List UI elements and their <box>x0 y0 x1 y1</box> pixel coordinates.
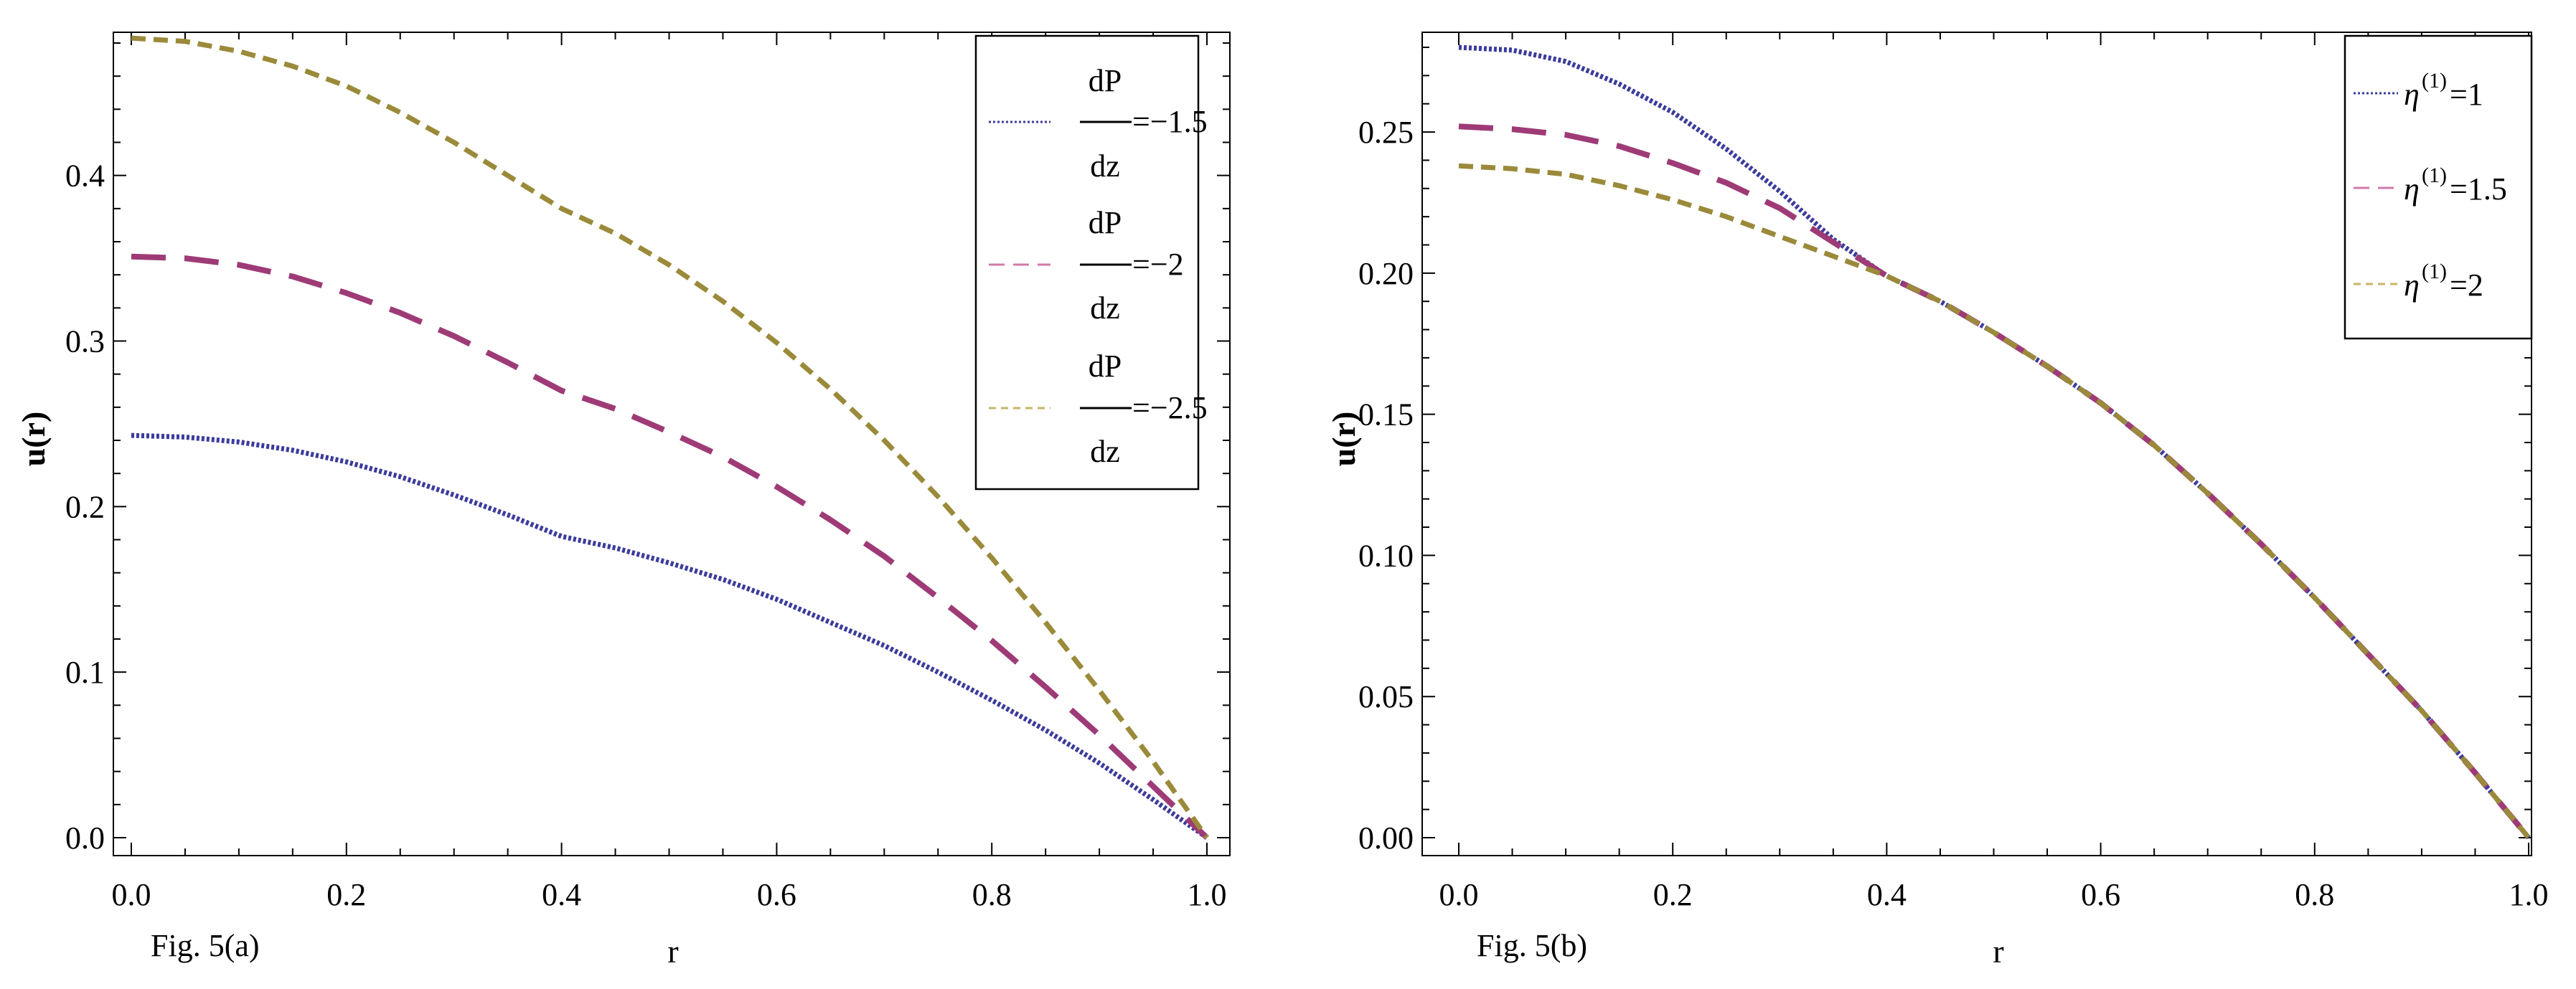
panel-b-legend: η (1) =1 η (1) =1.5 η (1) =2 <box>2344 34 2533 340</box>
panel-a-caption: Fig. 5(a) <box>151 928 260 963</box>
legend-item-dp-2: dP =−2 dz <box>989 205 1184 326</box>
panel-a-frame <box>113 32 1231 856</box>
y-tick-label: 0.3 <box>65 324 105 359</box>
x-tick-label: 0.0 <box>112 877 151 912</box>
legend-label-top: dP <box>1089 349 1122 384</box>
x-tick-label: 0.8 <box>2295 877 2334 912</box>
x-tick-label: 0.4 <box>542 877 581 912</box>
legend-frame <box>974 34 1200 491</box>
series-line-dp-2-5 <box>131 35 1209 840</box>
panel-a-ytick-labels: 0.0 0.1 0.2 0.3 0.4 <box>65 158 105 856</box>
y-tick-label: 0.20 <box>1358 256 1414 291</box>
x-tick-label: 1.0 <box>2509 877 2549 912</box>
legend-superscript: (1) <box>2422 164 2447 187</box>
y-tick-label: 0.05 <box>1358 679 1414 714</box>
legend-superscript: (1) <box>2422 69 2447 93</box>
panel-b-ytick-labels: 0.00 0.05 0.10 0.15 0.20 0.25 <box>1358 115 1414 856</box>
series-line-eta-2 <box>1458 163 2531 840</box>
legend-superscript: (1) <box>2422 260 2447 283</box>
panel-a-series <box>131 35 1209 840</box>
panel-b-x-axis-label: r <box>1993 933 2003 970</box>
panel-b-frame <box>1421 32 2532 856</box>
x-tick-label: 0.2 <box>326 877 366 912</box>
legend-eta-symbol: η <box>2404 268 2420 303</box>
x-tick-label: 0.8 <box>972 877 1012 912</box>
legend-label-bottom: dz <box>1090 290 1120 326</box>
panel-a-x-axis-label: r <box>667 933 678 970</box>
y-tick-label: 0.15 <box>1358 397 1414 432</box>
y-tick-label: 0.25 <box>1358 115 1414 150</box>
x-tick-label: 0.2 <box>1653 877 1693 912</box>
series-line-dp-2 <box>131 253 1209 840</box>
legend-label-value: =1.5 <box>2450 171 2507 207</box>
legend-label-bottom: dz <box>1090 434 1120 469</box>
legend-item-eta-1: η (1) =1 <box>2354 69 2483 112</box>
legend-eta-symbol: η <box>2404 77 2420 112</box>
legend-frame <box>2344 34 2533 340</box>
y-tick-label: 0.4 <box>65 158 105 194</box>
legend-item-dp-2-5: dP =−2.5 dz <box>989 349 1208 469</box>
series-line-eta-1-5 <box>1458 123 2532 840</box>
panel-a-legend: dP =−1.5 dz dP =−2 dz dP =−2.5 dz <box>974 34 1208 491</box>
legend-item-eta-1-5: η (1) =1.5 <box>2354 164 2507 207</box>
panel-b-ticks <box>1422 32 2532 856</box>
y-tick-label: 0.10 <box>1358 538 1414 573</box>
y-tick-label: 0.1 <box>65 655 105 690</box>
panel-a-y-axis-label: u(r) <box>15 412 52 467</box>
panel-b-caption: Fig. 5(b) <box>1477 928 1587 963</box>
legend-label-value: =1 <box>2450 77 2483 112</box>
legend-eta-symbol: η <box>2404 171 2420 207</box>
x-tick-label: 0.4 <box>1867 877 1907 912</box>
panel-b-xtick-labels: 0.0 0.2 0.4 0.6 0.8 1.0 <box>1439 877 2549 912</box>
panel-b-y-axis-label: u(r) <box>1325 412 1362 467</box>
legend-label-top: dP <box>1089 63 1122 98</box>
y-tick-label: 0.0 <box>65 820 105 856</box>
panel-b-series <box>1458 44 2532 840</box>
panel-b: 0.0 0.2 0.4 0.6 0.8 1.0 0.00 0.05 0.10 0… <box>1325 32 2549 970</box>
legend-label-value: =−2 <box>1132 247 1184 282</box>
legend-label-top: dP <box>1089 205 1122 240</box>
panel-a-xtick-labels: 0.0 0.2 0.4 0.6 0.8 1.0 <box>112 877 1227 912</box>
x-tick-label: 0.6 <box>757 877 796 912</box>
x-tick-label: 0.6 <box>2081 877 2120 912</box>
x-tick-label: 1.0 <box>1188 877 1227 912</box>
legend-item-dp-1-5: dP =−1.5 dz <box>989 63 1208 184</box>
panel-a: 0.0 0.2 0.4 0.6 0.8 1.0 0.0 0.1 0.2 0.3 … <box>15 32 1231 970</box>
legend-item-eta-2: η (1) =2 <box>2354 260 2483 303</box>
legend-label-value: =−1.5 <box>1132 104 1208 139</box>
legend-label-value: =−2.5 <box>1132 390 1208 425</box>
y-tick-label: 0.2 <box>65 489 105 524</box>
legend-label-value: =2 <box>2450 268 2483 303</box>
series-line-dp-1-5 <box>131 432 1209 840</box>
y-tick-label: 0.00 <box>1358 820 1414 856</box>
x-tick-label: 0.0 <box>1439 877 1479 912</box>
legend-label-bottom: dz <box>1090 148 1120 184</box>
